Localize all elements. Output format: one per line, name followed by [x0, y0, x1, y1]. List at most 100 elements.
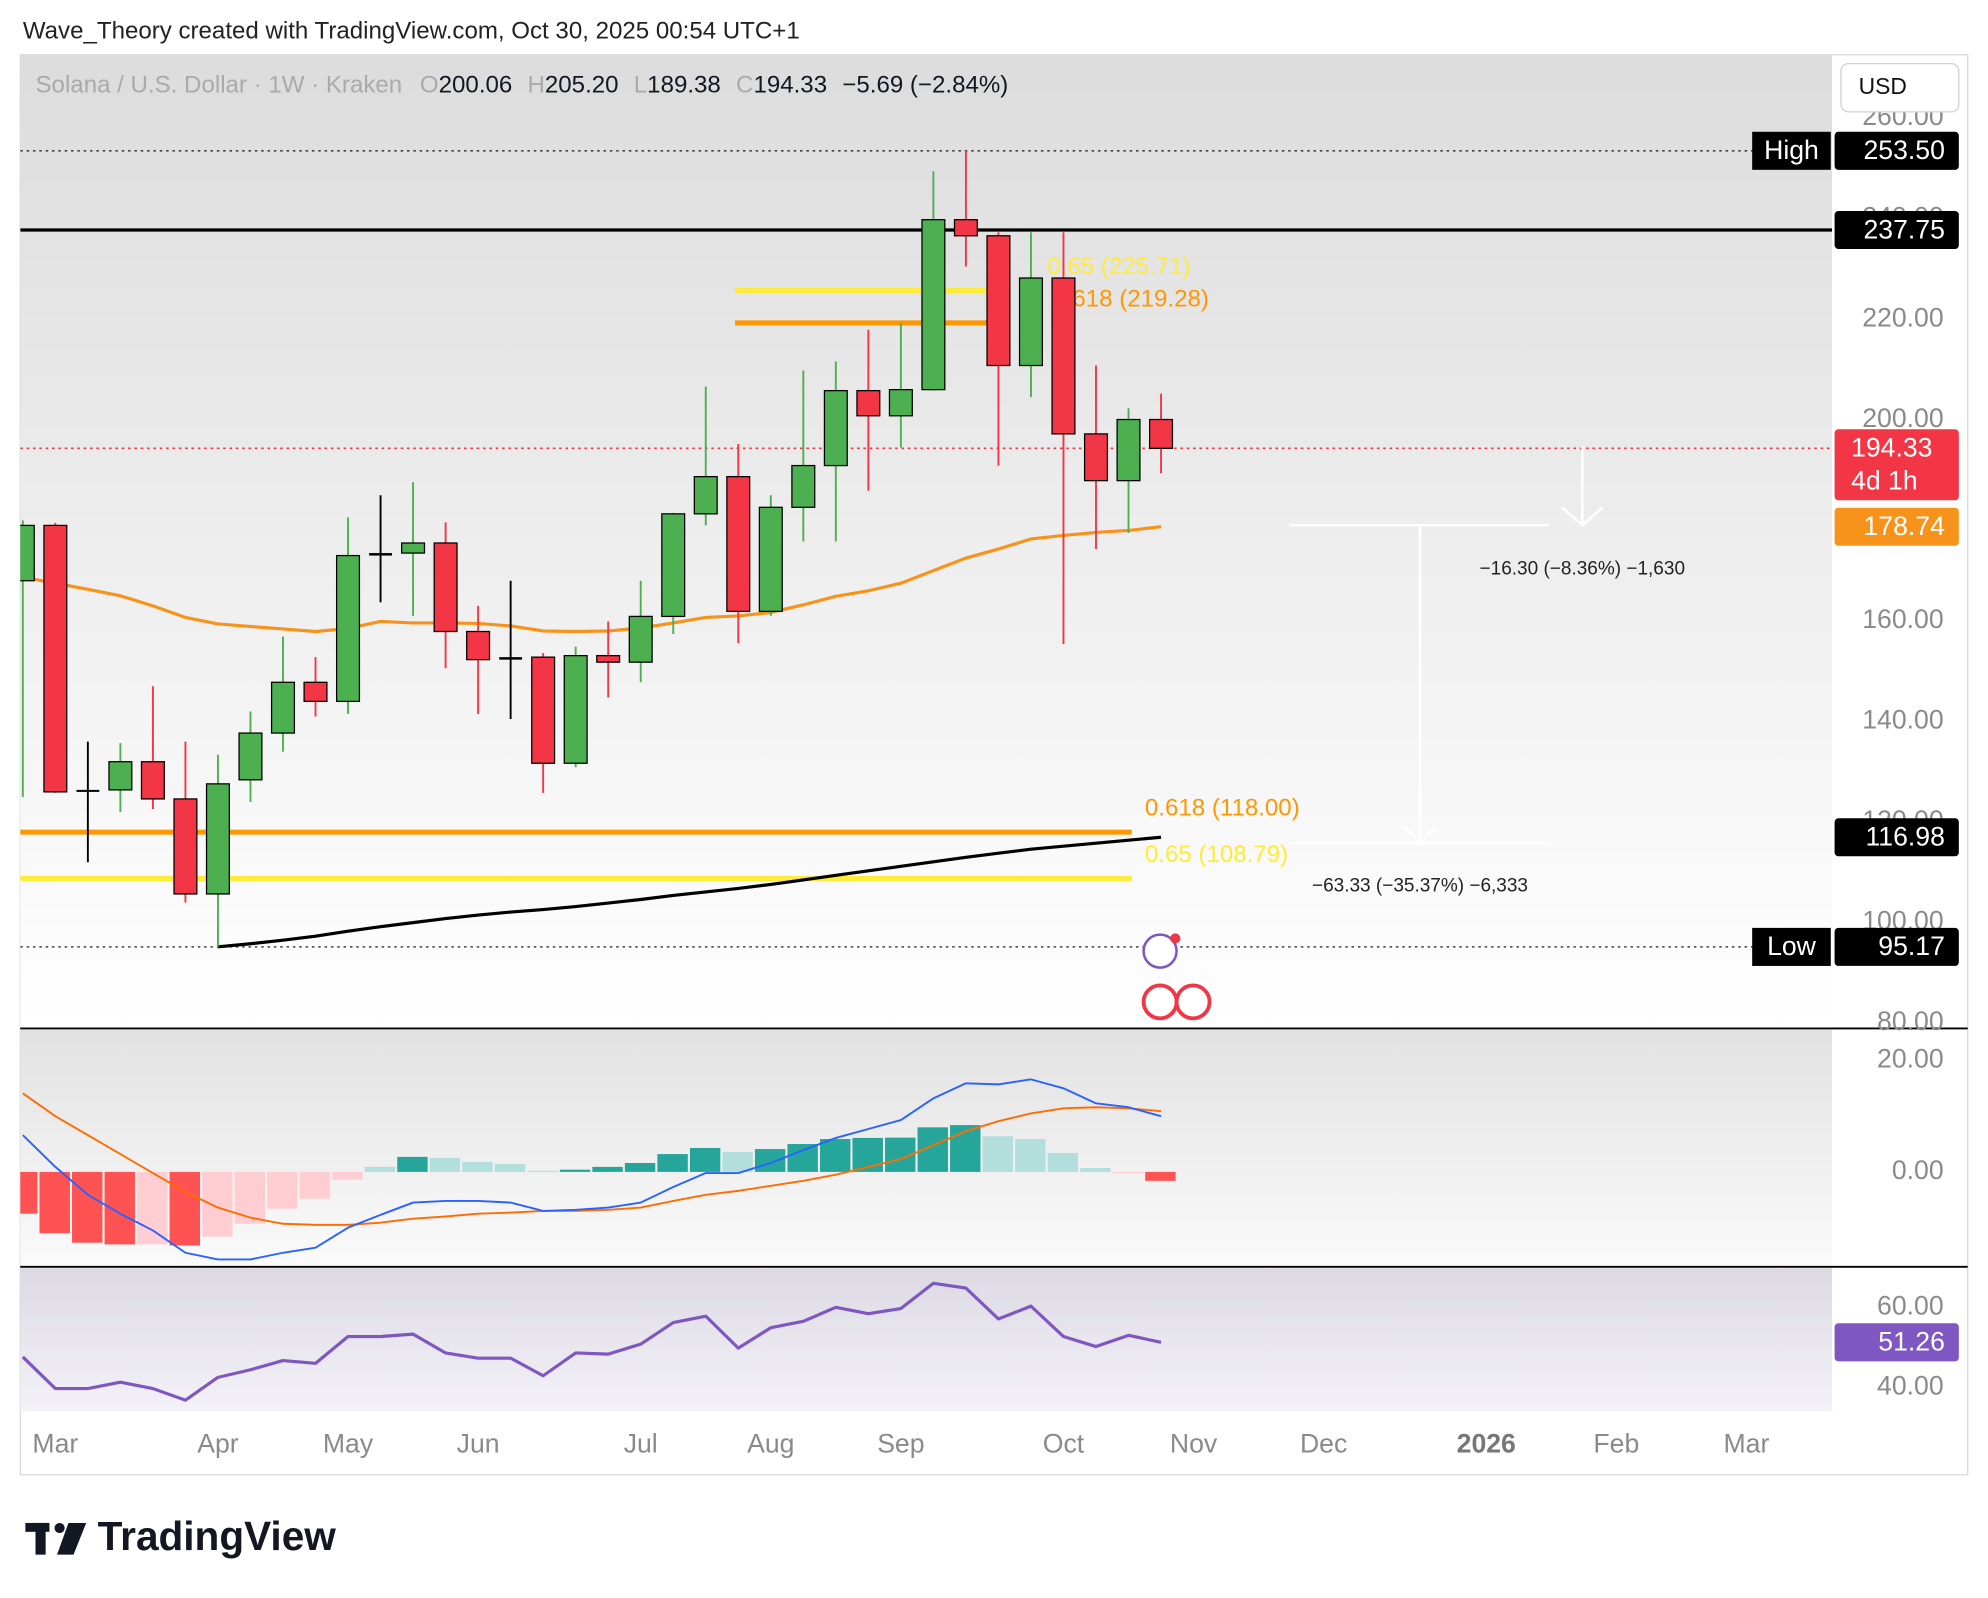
x-tick-label: Mar	[1723, 1429, 1769, 1459]
macd-histogram-bar	[169, 1171, 201, 1246]
symbol-title: Solana / U.S. Dollar · 1W · Kraken	[35, 72, 402, 99]
macd-histogram-bar	[429, 1157, 461, 1172]
y-tick-label: 200.00	[1862, 403, 1943, 433]
macd-histogram-bar	[657, 1154, 688, 1172]
measure-tool	[1289, 446, 1604, 846]
macd-histogram-bar	[332, 1171, 363, 1180]
y-tick-label: 140.00	[1862, 705, 1943, 735]
macd-histogram-bar	[202, 1171, 233, 1237]
macd-histogram-bar	[494, 1164, 526, 1172]
price-tag-box	[1752, 927, 1831, 966]
price-badge-label: 95.17	[1878, 931, 1945, 961]
measure-arrow	[1403, 826, 1437, 846]
event-icons	[1141, 933, 1212, 1021]
candle-body	[140, 761, 165, 800]
candle-body	[303, 681, 328, 703]
price-badge	[1834, 818, 1959, 857]
candle-body	[43, 524, 68, 793]
candle-body	[20, 524, 35, 582]
macd-histogram-bar	[397, 1156, 428, 1172]
candle-body	[921, 219, 946, 391]
macd-histogram-bar	[754, 1149, 786, 1172]
legend: Solana / U.S. Dollar · 1W · Kraken O200.0…	[35, 72, 1008, 99]
macd-histogram-bar	[689, 1147, 721, 1172]
x-tick-label: Mar	[32, 1429, 78, 1459]
macd-histogram-bar	[299, 1171, 331, 1199]
x-tick-label: Jul	[624, 1429, 658, 1459]
currency-button[interactable]	[1840, 63, 1960, 113]
candle-body	[270, 681, 296, 734]
price-badge-sub: 4d 1h	[1851, 466, 1918, 496]
x-tick-label: Apr	[197, 1429, 239, 1459]
header: Wave_Theory created with TradingView.com…	[23, 17, 800, 44]
candle-body	[499, 657, 523, 660]
event-icon	[1141, 983, 1179, 1021]
candle-body	[823, 390, 848, 467]
candle-body	[563, 654, 588, 764]
measurement-label: −63.33 (−35.37%) −6,333	[1312, 875, 1528, 896]
fib-label: 0.65 (225.71)	[1047, 253, 1190, 280]
x-tick-label: May	[323, 1429, 374, 1459]
macd-histogram-bar	[592, 1166, 623, 1172]
moving-average	[22, 525, 1162, 634]
axes: 80.00100.00120.00140.00160.00180.00200.0…	[32, 101, 1959, 1459]
fib-label: 0.618 (118.00)	[1145, 795, 1300, 822]
price-tag: High	[1764, 135, 1819, 165]
candle-body	[1051, 277, 1076, 435]
macd-histogram-bar	[72, 1171, 103, 1243]
macd-histogram-bar	[20, 1171, 38, 1214]
rsi-pane	[20, 1268, 1833, 1412]
macd-histogram-bar	[364, 1166, 396, 1172]
macd-histogram-bar	[950, 1125, 981, 1172]
ohlc-change: −5.69 (−2.84%)	[842, 72, 1008, 99]
measurement-label: −16.30 (−8.36%) −1,630	[1480, 559, 1685, 580]
ohlc-value: 200.06	[439, 72, 513, 99]
y-tick-label: 60.00	[1877, 1290, 1944, 1320]
x-tick-label: Nov	[1170, 1429, 1218, 1459]
main-plot: 0.65 (225.71) 0.618 (219.28) 0.618 (118.00…	[20, 150, 1833, 949]
y-tick-label: 0.00	[1892, 1155, 1944, 1185]
price-tag: Low	[1767, 931, 1817, 961]
event-dot	[1170, 933, 1181, 944]
macd-histogram-bar	[462, 1161, 493, 1172]
rsi-badge	[1834, 1323, 1959, 1362]
candle-body	[986, 235, 1011, 367]
candle-body	[791, 464, 816, 508]
macd-histogram-bar	[137, 1171, 168, 1245]
price-badge-label: 253.50	[1864, 135, 1945, 165]
candle-body	[1148, 418, 1174, 449]
logo-part	[57, 1522, 87, 1555]
candle-body	[173, 798, 198, 895]
x-tick-label: Feb	[1593, 1429, 1639, 1459]
x-tick-label: Sep	[877, 1429, 924, 1459]
candle-body	[1116, 418, 1141, 482]
rsi-line	[21, 1281, 1162, 1402]
candle-body	[758, 506, 783, 613]
ohlc-value: 189.38	[647, 72, 721, 99]
candle-body	[628, 615, 653, 663]
price-badge	[1834, 131, 1959, 170]
rsi-badge-label: 51.26	[1878, 1327, 1945, 1357]
macd-histogram-bar	[1047, 1152, 1079, 1172]
candle-body	[693, 475, 718, 515]
event-icon	[1142, 933, 1178, 969]
x-tick-label: Jun	[457, 1429, 500, 1459]
candle-body	[335, 554, 361, 703]
brand-logo	[25, 1522, 87, 1555]
macd-histogram-bar	[234, 1171, 266, 1224]
x-tick-label: Aug	[747, 1429, 794, 1459]
candle-body	[531, 656, 556, 764]
fib-label: 0.618 (219.28)	[1052, 285, 1209, 312]
price-badge	[1834, 927, 1959, 966]
macd-histogram-bar	[1080, 1168, 1111, 1172]
ohlc-key: H	[528, 72, 545, 99]
macd-histogram-bar	[1145, 1171, 1176, 1181]
ohlc-legend: Solana / U.S. Dollar · 1W · Kraken O200.0…	[35, 72, 1008, 99]
ohlc-value: 205.20	[545, 72, 619, 99]
price-badge	[1834, 507, 1959, 546]
macd-histogram-bar	[1015, 1139, 1046, 1172]
rsi-plot	[21, 1281, 1162, 1402]
macd-histogram-bar	[624, 1162, 656, 1172]
x-tick-label: 2026	[1457, 1429, 1516, 1459]
